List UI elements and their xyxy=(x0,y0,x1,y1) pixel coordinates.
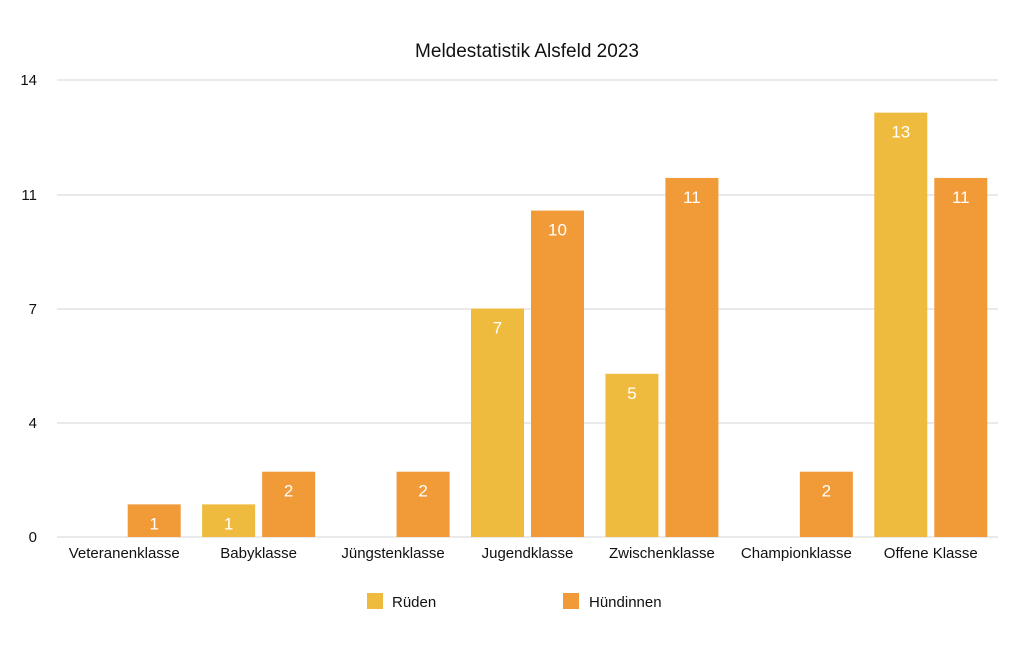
data-label: 2 xyxy=(822,482,831,501)
bar-h-ndinnen-4[interactable] xyxy=(665,177,719,537)
gridlines xyxy=(57,79,998,538)
legend-item-0[interactable]: Rüden xyxy=(367,593,436,611)
x-tick-label: Jugendklasse xyxy=(482,545,574,562)
data-label: 7 xyxy=(493,319,502,338)
legend[interactable]: Rüden Hündinnen xyxy=(367,593,662,611)
x-tick-label: Babyklasse xyxy=(220,545,297,562)
y-tick-label: 0 xyxy=(29,529,37,546)
legend-label: Rüden xyxy=(392,594,436,611)
x-axis-categories: Veteranenklasse Babyklasse Jüngstenklasse J… xyxy=(69,545,978,562)
bars xyxy=(127,112,988,538)
bar-h-ndinnen-3[interactable] xyxy=(531,210,584,538)
bar-r-den-1[interactable] xyxy=(202,504,256,537)
data-label: 1 xyxy=(149,514,158,533)
x-tick-label: Veteranenklasse xyxy=(69,545,180,562)
data-label: 1 xyxy=(224,514,233,533)
y-tick-label: 11 xyxy=(21,187,37,204)
bar-r-den-4[interactable] xyxy=(605,373,659,537)
bar-h-ndinnen-6[interactable] xyxy=(934,177,988,537)
bar-r-den-6[interactable] xyxy=(874,112,928,538)
y-tick-label: 4 xyxy=(29,415,37,432)
data-label: 5 xyxy=(627,384,636,403)
legend-item-1[interactable]: Hündinnen xyxy=(563,593,662,611)
y-tick-label: 14 xyxy=(20,72,37,89)
bar-h-ndinnen-5[interactable] xyxy=(799,471,853,537)
data-label: 2 xyxy=(418,482,427,501)
legend-swatch xyxy=(367,593,383,609)
data-label: 13 xyxy=(891,123,910,142)
y-tick-label: 7 xyxy=(29,301,37,318)
data-label: 11 xyxy=(683,188,701,207)
legend-swatch xyxy=(563,593,579,609)
x-tick-label: Zwischenklasse xyxy=(609,545,715,562)
data-label: 2 xyxy=(284,482,293,501)
x-tick-label: Offene Klasse xyxy=(884,545,978,562)
bar-h-ndinnen-1[interactable] xyxy=(262,471,316,537)
y-axis-ticks: 0 4 7 11 14 xyxy=(20,72,37,546)
x-tick-label: Jüngstenklasse xyxy=(341,545,444,562)
chart-title: Meldestatistik Alsfeld 2023 xyxy=(415,41,639,62)
legend-label: Hündinnen xyxy=(589,594,662,611)
bar-h-ndinnen-2[interactable] xyxy=(396,471,450,537)
data-label: 11 xyxy=(952,188,970,207)
x-tick-label: Championklasse xyxy=(741,545,852,562)
bar-h-ndinnen-0[interactable] xyxy=(127,504,181,537)
bar-r-den-3[interactable] xyxy=(471,308,524,538)
data-label: 10 xyxy=(548,221,567,240)
